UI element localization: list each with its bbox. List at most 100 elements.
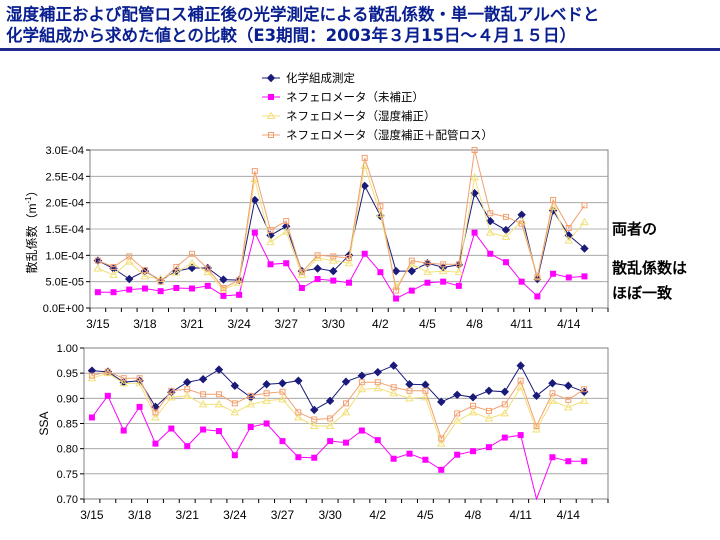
data-point	[263, 420, 270, 427]
legend-item-2: ネフェロメータ（湿度補正）	[262, 109, 436, 123]
data-point	[166, 392, 176, 401]
data-point	[325, 421, 335, 430]
data-point	[407, 266, 416, 276]
data-point	[278, 379, 287, 388]
legend-marker	[268, 132, 274, 138]
data-point	[579, 396, 589, 404]
data-point	[484, 413, 494, 422]
series-1	[88, 392, 588, 501]
data-point	[215, 391, 222, 398]
data-point	[104, 392, 111, 399]
data-point	[501, 401, 508, 408]
x-tick-label: 3/18	[133, 317, 157, 331]
data-point	[374, 437, 381, 444]
data-point	[314, 276, 321, 283]
data-point	[452, 390, 462, 400]
data-point	[454, 267, 464, 276]
legend-item-3: ネフェロメータ（湿度補正＋配管ロス）	[262, 128, 493, 142]
data-point	[330, 277, 337, 284]
ssa-chart: 0.70 0.75 0.80 0.85 0.90 0.95 1.00 3/15 3/18 3/21…	[37, 343, 609, 522]
y-tick-label: 1.5E-04	[45, 224, 84, 236]
data-point	[471, 147, 478, 153]
data-point	[220, 292, 227, 299]
data-point	[470, 402, 477, 409]
data-point	[343, 439, 349, 446]
data-point	[517, 377, 524, 384]
data-point	[198, 399, 208, 408]
data-point	[298, 269, 305, 276]
y-tick-label: 3.0E-04	[45, 145, 84, 157]
legend-marker	[266, 73, 276, 83]
y-tick-label: 0.75	[57, 469, 78, 481]
data-point	[470, 448, 477, 455]
data-point	[295, 409, 302, 416]
data-point	[455, 282, 462, 289]
data-point	[422, 456, 429, 463]
data-point	[267, 227, 274, 234]
data-point	[471, 229, 478, 236]
data-point	[247, 392, 254, 399]
data-point	[214, 399, 224, 408]
data-point	[358, 379, 365, 386]
data-point	[140, 271, 150, 280]
data-point	[314, 252, 321, 259]
data-point	[124, 257, 134, 265]
data-point	[408, 287, 415, 294]
data-point	[279, 438, 286, 445]
x-tick-label: 3/24	[227, 317, 251, 331]
data-point	[184, 386, 191, 393]
series-0	[87, 361, 589, 415]
x-tick-label: 4/14	[557, 508, 581, 522]
data-point	[295, 454, 302, 461]
data-point	[485, 228, 495, 236]
y-tick-label: 0.90	[57, 393, 78, 405]
title-divider	[0, 48, 720, 51]
x-tick-label: 4/2	[369, 508, 386, 522]
data-point	[360, 161, 370, 169]
legend-label: ネフェロメータ（湿度補正＋配管ロス）	[286, 128, 493, 142]
annotation-line-3: ほぼ一致	[612, 284, 673, 302]
data-point	[377, 269, 384, 276]
data-point	[182, 391, 192, 399]
data-point	[406, 450, 413, 457]
data-point	[266, 237, 275, 246]
legend-label: 化学組成測定	[286, 71, 355, 85]
data-point	[344, 258, 354, 267]
series-3	[88, 368, 588, 442]
data-point	[328, 256, 338, 264]
data-point	[564, 381, 573, 390]
data-point	[484, 386, 494, 395]
data-point	[311, 416, 318, 423]
data-point	[563, 402, 573, 411]
data-point	[231, 400, 238, 407]
data-point	[88, 414, 95, 421]
legend-item-0: 化学組成測定	[262, 71, 355, 85]
data-point	[438, 435, 445, 442]
data-point	[440, 278, 447, 285]
data-point	[406, 387, 413, 394]
data-point	[157, 288, 164, 295]
legend-marker	[268, 94, 274, 100]
data-point	[534, 293, 541, 300]
data-point	[200, 391, 207, 398]
data-point	[548, 396, 557, 404]
data-point	[215, 428, 222, 435]
data-point	[424, 260, 431, 267]
annotation-line-1: 両者の	[612, 220, 658, 238]
data-point	[173, 284, 180, 291]
x-tick-label: 4/11	[510, 317, 533, 331]
y-tick-label: 1.00	[57, 343, 78, 355]
data-point	[485, 407, 492, 414]
y-tick-label: 2.5E-04	[45, 171, 84, 183]
y-tick-label: 0.85	[57, 419, 78, 431]
data-point	[423, 267, 432, 276]
data-point	[341, 407, 351, 416]
data-point	[436, 439, 446, 447]
data-point	[485, 444, 492, 451]
data-point	[152, 440, 159, 447]
scattering-coefficient-chart: 0.0E+00 5.0E-05 1.0E-04 1.5E-04 2.0E-04 2.5E-…	[24, 71, 609, 331]
data-point	[220, 284, 227, 291]
x-tick-label: 3/18	[128, 508, 152, 522]
data-point	[313, 264, 322, 273]
data-point	[251, 168, 258, 175]
